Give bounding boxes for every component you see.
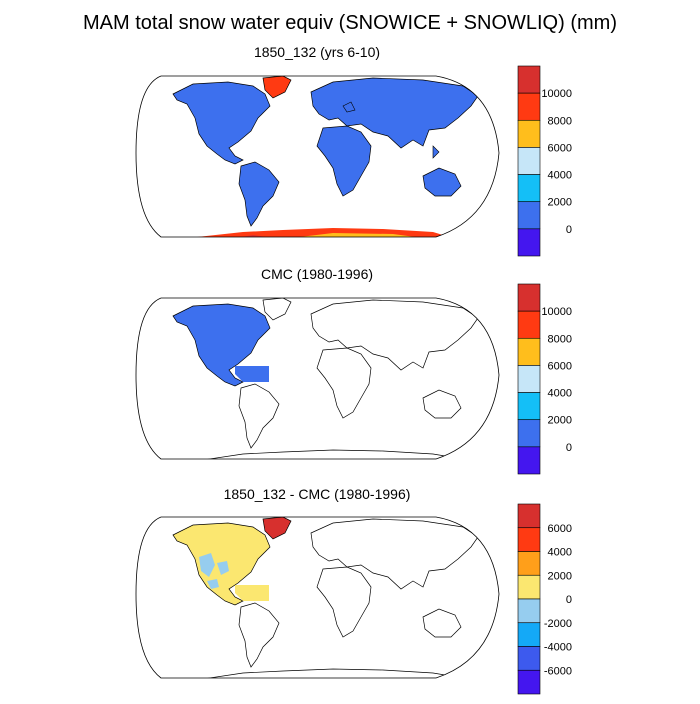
colorbar-1-label-4: 2000 [548, 197, 572, 209]
colorbar-3-label-1: 4000 [548, 547, 572, 559]
colorbar-1-swatch-6 [517, 228, 541, 257]
colorbar-3-swatch-1 [517, 527, 541, 552]
colorbar-2-swatch-5 [517, 419, 541, 448]
map-panel-1 [135, 75, 500, 238]
p2-mexico-box [235, 366, 269, 382]
colorbar-3-label-3: 0 [566, 594, 572, 606]
colorbar-3-swatch-0 [517, 503, 541, 529]
colorbar-2-swatch-4 [517, 392, 541, 421]
colorbar-1-swatch-2 [517, 119, 541, 148]
colorbar-2-label-0: 10000 [541, 306, 572, 318]
colorbar-3-label-4: -2000 [544, 618, 572, 630]
colorbar-2-label-2: 6000 [548, 360, 572, 372]
colorbar-3-swatch-6 [517, 646, 541, 671]
p3-na-negative-2 [217, 561, 229, 575]
colorbar-3-swatch-4 [517, 598, 541, 624]
colorbar-3-label-6: -6000 [544, 665, 572, 677]
map-panel-3 [135, 516, 500, 679]
colorbar-3-label-5: -4000 [544, 642, 572, 654]
colorbar-2-label-1: 8000 [548, 333, 572, 345]
colorbar-3-swatch-5 [517, 622, 541, 647]
colorbar-1-swatch-3 [517, 147, 541, 175]
colorbar-1-label-5: 0 [566, 224, 572, 236]
colorbar-panel-2: 10000 8000 6000 4000 2000 0 [517, 283, 572, 475]
colorbar-panel-1: 10000 8000 6000 4000 2000 0 [517, 65, 572, 257]
panel-1-title: 1850_132 (yrs 6-10) [253, 44, 381, 60]
colorbar-3-label-2: 2000 [548, 570, 572, 582]
panel-3-title: 1850_132 - CMC (1980-1996) [223, 486, 411, 502]
colorbar-panel-3: 6000 4000 2000 0 -2000 -4000 -6000 [517, 503, 572, 695]
main-title: MAM total snow water equiv (SNOWICE + SN… [83, 12, 617, 34]
p3-na-negative-1 [199, 553, 215, 577]
colorbar-1-label-0: 10000 [541, 88, 572, 100]
colorbar-3-swatch-2 [517, 551, 541, 576]
colorbar-1-label-3: 4000 [548, 170, 572, 182]
colorbar-1-label-1: 8000 [548, 115, 572, 127]
colorbar-2-label-4: 2000 [548, 415, 572, 427]
colorbar-2-swatch-0 [517, 283, 541, 312]
map-panel-2 [135, 297, 500, 460]
colorbar-2-label-3: 4000 [548, 388, 572, 400]
colorbar-1-label-2: 6000 [548, 142, 572, 154]
p1-antarctica [183, 228, 453, 237]
p3-na-negative-3 [207, 579, 219, 589]
colorbar-1-swatch-1 [517, 92, 541, 121]
colorbar-2-label-5: 0 [566, 442, 572, 454]
p1-antarctica-high [283, 233, 423, 237]
colorbar-1-swatch-5 [517, 201, 541, 230]
colorbar-2-swatch-1 [517, 310, 541, 339]
colorbar-1-swatch-0 [517, 65, 541, 94]
colorbar-3-swatch-7 [517, 669, 541, 695]
panel-2-title: CMC (1980-1996) [260, 266, 374, 282]
colorbar-2-swatch-2 [517, 337, 541, 366]
colorbar-3-label-0: 6000 [548, 523, 572, 535]
colorbar-3-swatch-3 [517, 574, 541, 600]
colorbar-2-swatch-6 [517, 446, 541, 475]
p3-mexico-box [235, 585, 269, 601]
colorbar-2-swatch-3 [517, 365, 541, 393]
colorbar-1-swatch-4 [517, 174, 541, 203]
